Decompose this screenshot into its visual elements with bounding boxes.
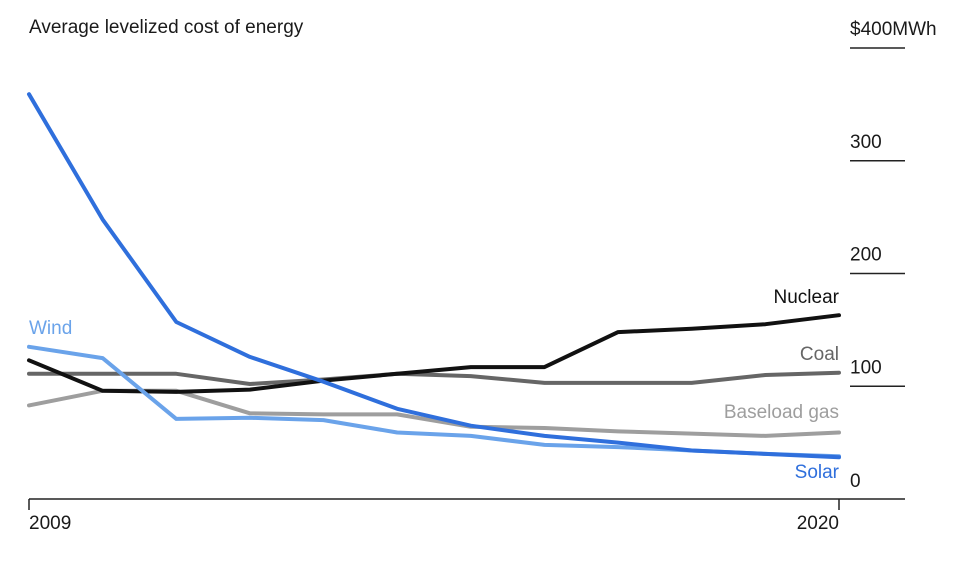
x-axis: 2009 2020 xyxy=(28,498,905,534)
y-tick-label: 300 xyxy=(850,132,882,153)
series-line-solar xyxy=(27,92,841,460)
series-line-coal xyxy=(27,370,841,386)
series-labels: Baseload gas Coal Nuclear Wind Solar xyxy=(29,287,840,483)
x-tick-label: 2020 xyxy=(797,513,839,534)
y-tick-label: 200 xyxy=(850,245,882,266)
series-label-coal: Coal xyxy=(800,344,839,365)
y-tick-label: 100 xyxy=(850,357,882,378)
series-label-wind: Wind xyxy=(29,318,72,339)
chart-title: Average levelized cost of energy xyxy=(29,17,304,38)
series-line-nuclear xyxy=(27,313,841,394)
series-label-baseload-gas: Baseload gas xyxy=(724,402,839,423)
y-axis: $400MWh 300 200 100 0 xyxy=(850,19,937,492)
series-label-solar: Solar xyxy=(795,462,840,483)
series-line-wind xyxy=(27,344,841,459)
x-tick-label: 2009 xyxy=(29,513,71,534)
series-lines xyxy=(27,92,841,460)
y-tick-label: $400MWh xyxy=(850,19,937,40)
y-tick-label: 0 xyxy=(850,471,861,492)
series-label-nuclear: Nuclear xyxy=(774,287,840,308)
